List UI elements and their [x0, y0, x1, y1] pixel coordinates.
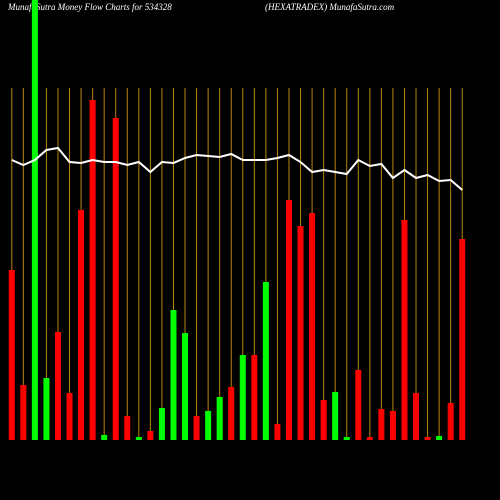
bar [343, 437, 350, 440]
bar [78, 210, 85, 440]
bar [401, 220, 408, 440]
bar [297, 226, 304, 440]
bar [413, 393, 420, 440]
bar [239, 355, 246, 440]
bar [158, 408, 165, 440]
chart-title: MunafaSutra Money Flow Charts for 534328 [7, 2, 172, 12]
bar [320, 400, 327, 440]
bar [101, 435, 108, 440]
bar [205, 411, 212, 440]
chart-subtitle: (HEXATRADEX) MunafaSutra.com [265, 2, 395, 12]
bar [216, 397, 223, 440]
bar [112, 118, 119, 440]
bar [43, 378, 50, 440]
bar [66, 393, 73, 440]
bar [459, 239, 466, 440]
bar [135, 437, 142, 440]
bar [262, 282, 269, 440]
bar [424, 437, 431, 440]
bar [89, 100, 96, 440]
bar [436, 436, 443, 440]
bar [8, 270, 15, 440]
bar [251, 355, 258, 440]
bar [355, 370, 362, 440]
bar [332, 392, 339, 440]
bar [228, 387, 235, 440]
bar [147, 431, 154, 440]
bar [378, 409, 385, 440]
bar [170, 310, 177, 440]
bar [31, 0, 38, 440]
bar [389, 411, 396, 440]
bar [124, 416, 131, 440]
money-flow-line [11, 146, 463, 191]
bar [20, 385, 27, 440]
bar [309, 213, 316, 440]
bar [274, 424, 281, 440]
bar [182, 333, 189, 440]
bar [366, 437, 373, 440]
bar [447, 403, 454, 440]
bar [193, 416, 200, 440]
bar [285, 200, 292, 440]
bar [54, 332, 61, 440]
